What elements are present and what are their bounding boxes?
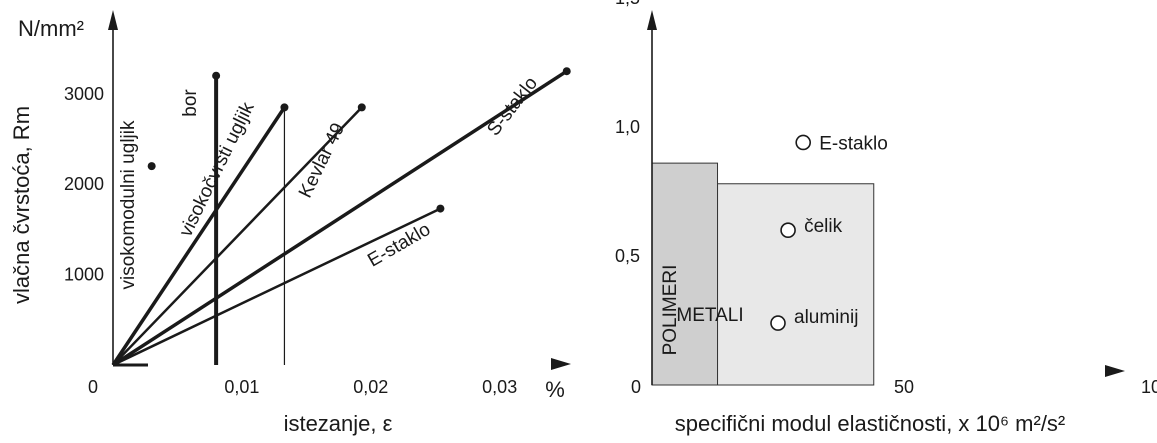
y-tick-label: 1,5: [615, 0, 640, 8]
region-label-polimeri: POLIMERI: [660, 265, 681, 356]
region-polimeri: [651, 162, 719, 386]
series-line-kevlar-49: [112, 106, 363, 366]
x-axis-label: specifični modul elastičnosti, x 10⁶ m²/…: [675, 411, 1066, 436]
y-tick-label: 1,0: [615, 117, 640, 137]
x-tick-label: 0: [88, 377, 98, 397]
series-label-kevlar-49: Kevlar 49: [295, 120, 349, 201]
x-axis-arrow: [551, 358, 571, 370]
series-endpoint-s-staklo: [562, 67, 571, 76]
x-axis-label: istezanje, ε: [284, 411, 393, 436]
y-tick-label: 3000: [64, 84, 104, 104]
y-axis-arrow: [647, 10, 657, 30]
series-endpoint-bor: [212, 71, 221, 80]
x-tick-label: 0,03: [482, 377, 517, 397]
y-axis-label: vlačna čvrstoća, Rm: [9, 106, 34, 304]
left-chart: 1000 2000 3000 0 0,01 0,02 0,03 % istezanje, ε N/…: [9, 10, 571, 436]
x-tick-label: 50: [894, 377, 914, 397]
point-visokomodulni-ugljik: [147, 162, 156, 171]
y-unit-label: N/mm²: [18, 16, 84, 41]
series-label-visokomodulni-ugljik: visokomodulni ugljik: [118, 120, 139, 289]
point-marker-e-staklo: [795, 134, 812, 151]
x-tick-label: 0,02: [353, 377, 388, 397]
point-label-e-staklo: E-staklo: [819, 133, 888, 154]
region-label-metali: METALI: [676, 305, 743, 326]
series-label-s-staklo: S-staklo: [483, 73, 542, 140]
x-tick-label: 0,01: [224, 377, 259, 397]
point-label-aluminij: aluminij: [794, 307, 858, 328]
y-tick-label: 2000: [64, 174, 104, 194]
series-endpoint-kevlar-49: [357, 103, 366, 112]
y-tick-label: 0,5: [615, 246, 640, 266]
series-line-visoko-vrsti-ugljik: [111, 106, 286, 366]
x-unit-label: %: [545, 377, 565, 402]
y-axis-arrow: [108, 10, 118, 30]
x-tick-label: 0: [631, 377, 641, 397]
right-chart: POLIMERIMETALI0,51,01,52,02,5050100150sp…: [615, 0, 1157, 436]
y-tick-label: 1000: [64, 265, 104, 285]
x-tick-label: 100: [1141, 377, 1157, 397]
series-label-e-staklo: E-staklo: [364, 219, 434, 272]
x-axis-arrow: [1105, 365, 1125, 377]
series-line-s-staklo: [112, 69, 568, 367]
region-metali: [717, 183, 875, 386]
series-line-e-staklo: [112, 207, 441, 367]
series-label-bor: bor: [180, 89, 201, 117]
series-endpoint-e-staklo: [436, 204, 445, 213]
point-marker-aluminij: [770, 315, 786, 331]
point-marker-elik: [780, 222, 796, 238]
point-label-elik: čelik: [804, 216, 843, 237]
